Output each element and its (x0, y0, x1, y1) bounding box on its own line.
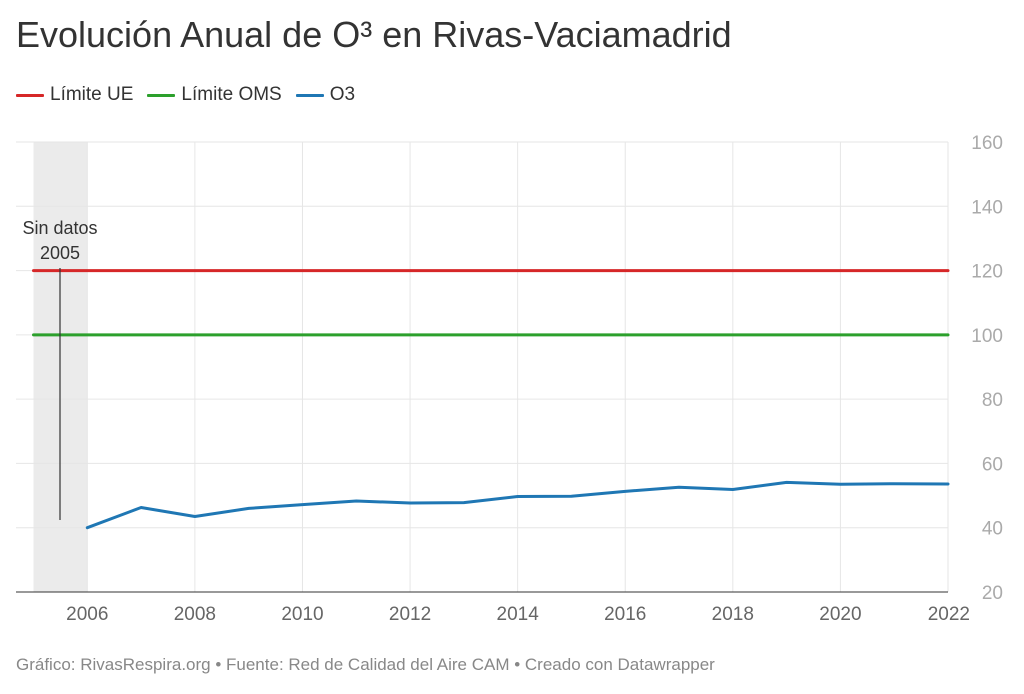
data-point-o3 (140, 506, 143, 509)
data-point-o3 (678, 486, 681, 489)
legend-label-limite-ue: Límite UE (50, 84, 134, 105)
data-point-o3 (893, 482, 896, 485)
data-point-o3 (409, 501, 412, 504)
annotation-line2: 2005 (40, 243, 80, 263)
annotation-line1: Sin datos (22, 218, 97, 238)
series-line-o3 (85, 480, 950, 530)
data-point-limite-oms (32, 333, 35, 336)
y-tick-label: 80 (982, 390, 1003, 411)
data-point-o3 (193, 515, 196, 518)
data-point-o3 (301, 503, 304, 506)
data-point-o3 (731, 488, 734, 491)
x-tick-label: 2020 (819, 604, 861, 625)
data-point-limite-ue (947, 269, 950, 272)
x-tick-label: 2014 (497, 604, 540, 625)
data-point-o3 (624, 490, 627, 493)
legend-label-limite-oms: Límite OMS (181, 84, 282, 105)
data-point-o3 (785, 481, 788, 484)
data-point-o3 (355, 500, 358, 503)
y-tick-label: 40 (982, 519, 1003, 540)
gridlines-group (16, 141, 949, 592)
y-tick-label: 60 (982, 454, 1003, 475)
data-point-o3 (570, 495, 573, 498)
series-group (32, 269, 950, 530)
annotation-group: Sin datos 2005 (22, 218, 98, 520)
y-tick-label: 120 (971, 262, 1003, 283)
data-point-limite-oms (947, 333, 950, 336)
x-tick-label: 2010 (281, 604, 323, 625)
axes-group: 20 40 60 80 100 120 140 160 2006 2008 2010 2012 2014… (16, 133, 1003, 625)
legend-label-o3: O3 (329, 84, 356, 105)
data-point-o3 (247, 507, 250, 510)
chart-title: Evolución Anual de O³ en Rivas-Vaciamadr… (16, 14, 732, 55)
y-tick-label: 140 (971, 197, 1003, 218)
y-tick-label: 20 (982, 583, 1003, 604)
y-tick-label: 100 (971, 326, 1003, 347)
x-tick-label: 2018 (712, 604, 754, 625)
legend-swatch-o3 (295, 93, 324, 97)
x-tick-label: 2012 (389, 604, 431, 625)
footer-credits: Gráfico: RivasRespira.org • Fuente: Red … (16, 655, 715, 674)
legend-item-limite-ue: Límite UE (16, 84, 133, 106)
x-tick-label: 2008 (174, 604, 216, 625)
x-tick-label: 2006 (66, 604, 108, 625)
data-point-o3 (86, 526, 89, 529)
legend-item-limite-oms: Límite OMS (147, 84, 282, 106)
data-point-o3 (516, 495, 519, 498)
legend-swatch-limite-oms (147, 93, 176, 97)
x-tick-label: 2022 (928, 604, 970, 625)
legend-swatch-limite-ue (16, 93, 44, 97)
legend: Límite UE Límite OMS O3 (16, 84, 369, 106)
x-tick-label: 2016 (604, 604, 646, 625)
data-point-o3 (947, 483, 950, 486)
data-point-o3 (839, 483, 842, 486)
data-point-o3 (462, 501, 465, 504)
y-tick-label: 160 (971, 133, 1003, 154)
data-point-limite-ue (32, 269, 35, 272)
legend-item-o3: O3 (295, 84, 356, 106)
